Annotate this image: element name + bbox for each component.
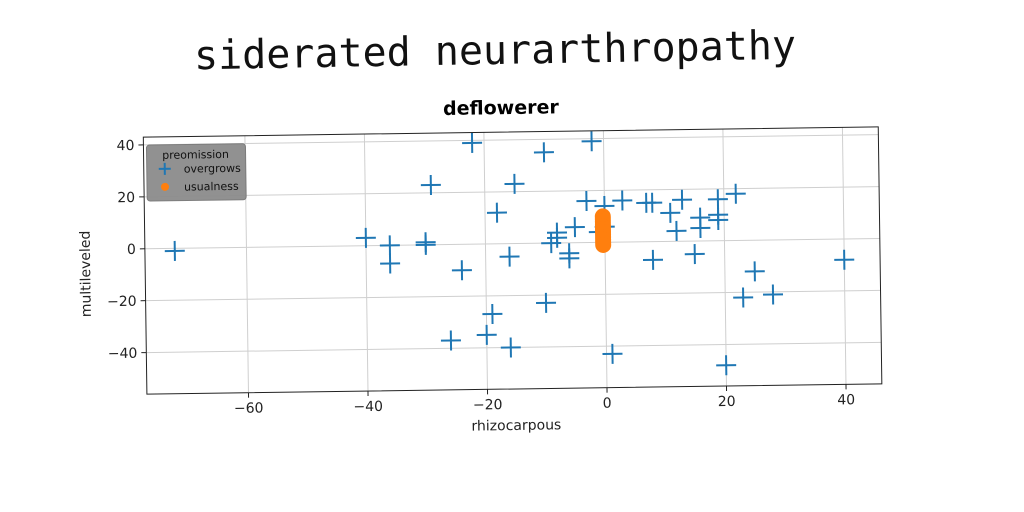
legend-title: preomission xyxy=(162,148,229,162)
y-tick-label: 20 xyxy=(117,190,135,206)
y-tick-label: −20 xyxy=(107,294,137,310)
legend-label: overgrows xyxy=(184,162,242,176)
x-tick-label: 20 xyxy=(718,394,736,410)
y-tick-label: 0 xyxy=(127,242,136,258)
y-axis-label: multileveled xyxy=(78,231,95,318)
y-tick-label: −40 xyxy=(108,346,138,362)
legend-label: usualness xyxy=(184,180,239,194)
legend: preomission overgrows usualness xyxy=(146,144,246,201)
x-axis-label: rhizocarpous xyxy=(471,417,561,434)
x-tick-label: 40 xyxy=(837,392,855,408)
plot-area: −60 −40 −20 0 20 40 −40 −20 0 20 40 deflowerer rhi… xyxy=(76,92,883,440)
x-tick-label: 0 xyxy=(603,396,612,412)
x-tick-label: −60 xyxy=(234,400,264,416)
y-tick-label: 40 xyxy=(117,138,135,154)
x-tick-label: −40 xyxy=(353,399,383,415)
chart-title: deflowerer xyxy=(443,96,560,120)
x-tick-label: −20 xyxy=(473,397,503,413)
plot-background xyxy=(143,127,882,394)
